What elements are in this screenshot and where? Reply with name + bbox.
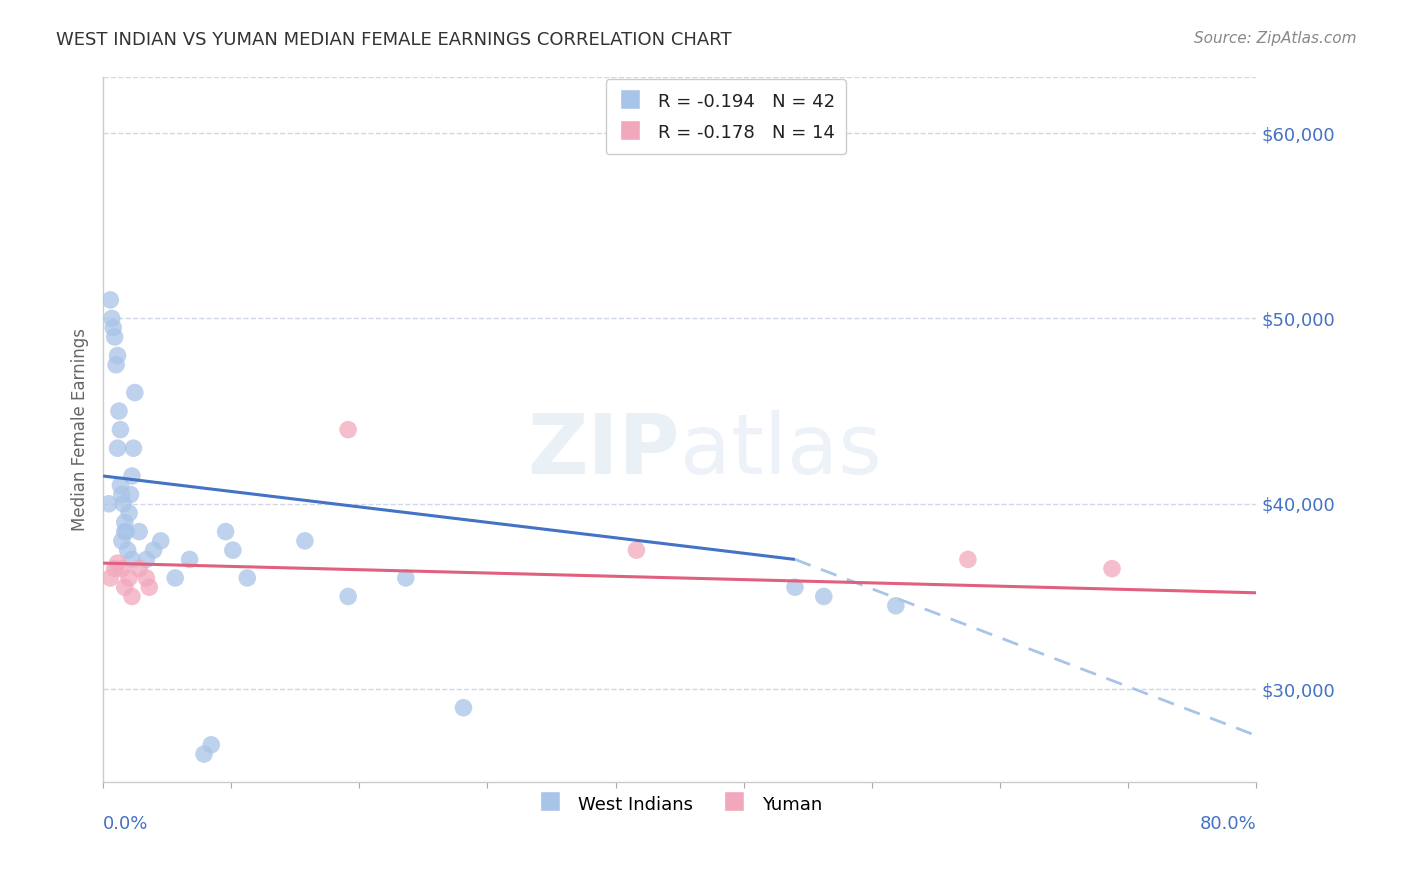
Text: atlas: atlas <box>679 410 882 491</box>
Point <box>97 497 120 511</box>
Point <box>236 571 259 585</box>
Point <box>179 552 201 566</box>
Point <box>1101 562 1123 576</box>
Point <box>104 562 127 576</box>
Point <box>107 556 129 570</box>
Point <box>100 311 122 326</box>
Point <box>98 571 121 585</box>
Point <box>128 524 150 539</box>
Point <box>135 552 157 566</box>
Y-axis label: Median Female Earnings: Median Female Earnings <box>72 328 89 531</box>
Point <box>142 543 165 558</box>
Point <box>214 524 236 539</box>
Point <box>111 562 134 576</box>
Point <box>121 590 143 604</box>
Point <box>118 506 141 520</box>
Point <box>114 524 136 539</box>
Point <box>115 524 138 539</box>
Point <box>135 571 157 585</box>
Point <box>294 533 316 548</box>
Point <box>149 533 172 548</box>
Point <box>956 552 979 566</box>
Legend: West Indians, Yuman: West Indians, Yuman <box>530 786 830 822</box>
Point <box>118 571 141 585</box>
Point <box>114 516 136 530</box>
Point <box>884 599 907 613</box>
Text: Source: ZipAtlas.com: Source: ZipAtlas.com <box>1194 31 1357 46</box>
Point <box>122 441 145 455</box>
Point <box>453 700 475 714</box>
Point <box>108 404 131 418</box>
Point <box>200 738 222 752</box>
Point <box>103 320 125 334</box>
Point <box>395 571 418 585</box>
Point <box>626 543 648 558</box>
Text: 80.0%: 80.0% <box>1199 815 1256 833</box>
Point <box>783 580 806 594</box>
Point <box>104 330 127 344</box>
Point <box>193 747 215 761</box>
Point <box>117 543 139 558</box>
Point <box>111 487 134 501</box>
Point <box>222 543 245 558</box>
Point <box>112 497 135 511</box>
Point <box>107 349 129 363</box>
Point <box>337 590 360 604</box>
Point <box>110 423 132 437</box>
Point <box>110 478 132 492</box>
Point <box>128 562 150 576</box>
Point <box>105 358 128 372</box>
Point <box>813 590 835 604</box>
Point <box>165 571 187 585</box>
Point <box>121 552 143 566</box>
Point <box>138 580 160 594</box>
Point <box>114 580 136 594</box>
Text: ZIP: ZIP <box>527 410 679 491</box>
Point <box>337 423 360 437</box>
Point <box>107 441 129 455</box>
Point <box>120 487 142 501</box>
Point <box>121 469 143 483</box>
Text: 0.0%: 0.0% <box>103 815 149 833</box>
Point <box>124 385 146 400</box>
Point <box>98 293 121 307</box>
Point <box>111 533 134 548</box>
Text: WEST INDIAN VS YUMAN MEDIAN FEMALE EARNINGS CORRELATION CHART: WEST INDIAN VS YUMAN MEDIAN FEMALE EARNI… <box>56 31 733 49</box>
